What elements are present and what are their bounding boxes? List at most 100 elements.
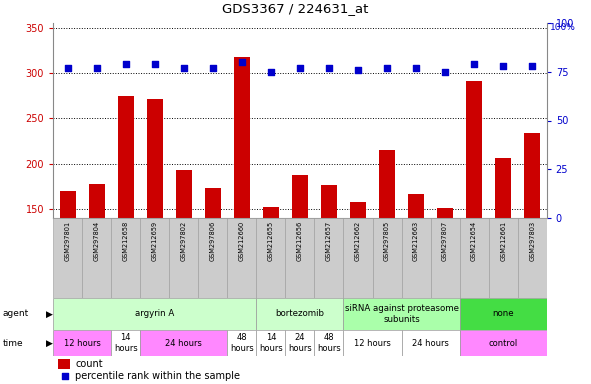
Bar [140,218,169,298]
Text: percentile rank within the sample: percentile rank within the sample [76,371,241,381]
Text: control: control [489,339,518,348]
Point [208,65,217,71]
Text: 14
hours: 14 hours [114,333,138,353]
Text: 12 hours: 12 hours [354,339,391,348]
Point [440,69,450,75]
Point [527,63,537,69]
Bar [53,330,111,356]
Bar [205,188,221,218]
Text: GSM212659: GSM212659 [152,220,158,260]
Bar [379,150,395,218]
Bar [314,218,343,298]
Bar [518,218,547,298]
Text: agent: agent [3,310,29,318]
Bar [111,218,140,298]
Bar [263,207,279,218]
Bar [314,330,343,356]
Point [411,65,421,71]
Text: GSM297801: GSM297801 [64,220,71,260]
Bar [408,194,424,218]
Text: 24 hours: 24 hours [165,339,202,348]
Point [92,65,102,71]
Text: GSM212657: GSM212657 [326,220,332,261]
Text: 100%: 100% [550,23,576,32]
Bar [321,185,337,218]
Bar [256,218,285,298]
Text: ▶: ▶ [46,339,53,348]
Point [324,65,334,71]
Bar [228,330,256,356]
Bar [111,330,140,356]
Text: 12 hours: 12 hours [64,339,100,348]
Point [237,59,246,65]
Text: 14
hours: 14 hours [259,333,282,353]
Bar [437,208,453,218]
Text: GSM212662: GSM212662 [355,220,361,261]
Bar [118,96,134,218]
Bar [228,218,256,298]
Text: count: count [76,359,103,369]
Bar [256,298,343,330]
Text: GDS3367 / 224631_at: GDS3367 / 224631_at [222,3,369,15]
Bar [199,218,228,298]
Text: GSM297806: GSM297806 [210,220,216,261]
Text: GSM297802: GSM297802 [181,220,187,261]
Point [382,65,392,71]
Bar [466,81,482,218]
Text: GSM212655: GSM212655 [268,220,274,261]
Text: bortezomib: bortezomib [275,310,324,318]
Bar [401,330,460,356]
Text: GSM297803: GSM297803 [529,220,535,260]
Bar [82,218,111,298]
Text: 24
hours: 24 hours [288,333,312,353]
Point [353,67,363,73]
Bar [53,218,82,298]
Point [150,61,160,67]
Text: argyrin A: argyrin A [135,310,174,318]
Text: GSM212658: GSM212658 [123,220,129,261]
Bar [60,191,76,218]
Text: GSM212660: GSM212660 [239,220,245,261]
Bar [256,330,285,356]
Point [63,65,73,71]
Bar [176,170,192,218]
Text: GSM297804: GSM297804 [94,220,100,261]
Bar [495,158,511,218]
Bar [285,330,314,356]
Point [60,373,69,379]
Bar [169,218,199,298]
Text: ▶: ▶ [46,310,53,318]
Bar [343,218,372,298]
Bar [460,330,547,356]
Bar [460,218,489,298]
Text: GSM212663: GSM212663 [413,220,419,260]
Bar [489,218,518,298]
Text: GSM212656: GSM212656 [297,220,303,261]
Text: 48
hours: 48 hours [230,333,254,353]
Text: none: none [492,310,514,318]
Point [121,61,131,67]
Point [498,63,508,69]
Bar [431,218,460,298]
Bar [89,184,105,218]
Bar [234,56,250,218]
Bar [285,218,314,298]
Text: time: time [3,339,24,348]
Bar [372,218,401,298]
Text: siRNA against proteasome
subunits: siRNA against proteasome subunits [345,304,459,324]
Bar [460,298,547,330]
Text: GSM297807: GSM297807 [442,220,448,261]
Bar [350,202,366,218]
Bar [343,330,401,356]
Bar [53,298,256,330]
Point [179,65,189,71]
Text: GSM212661: GSM212661 [500,220,506,260]
Bar [343,298,460,330]
Bar [401,218,431,298]
Text: 48
hours: 48 hours [317,333,341,353]
Point [295,65,305,71]
Text: GSM212654: GSM212654 [471,220,477,261]
Text: GSM297805: GSM297805 [384,220,390,261]
Point [266,69,275,75]
Text: 24 hours: 24 hours [412,339,449,348]
